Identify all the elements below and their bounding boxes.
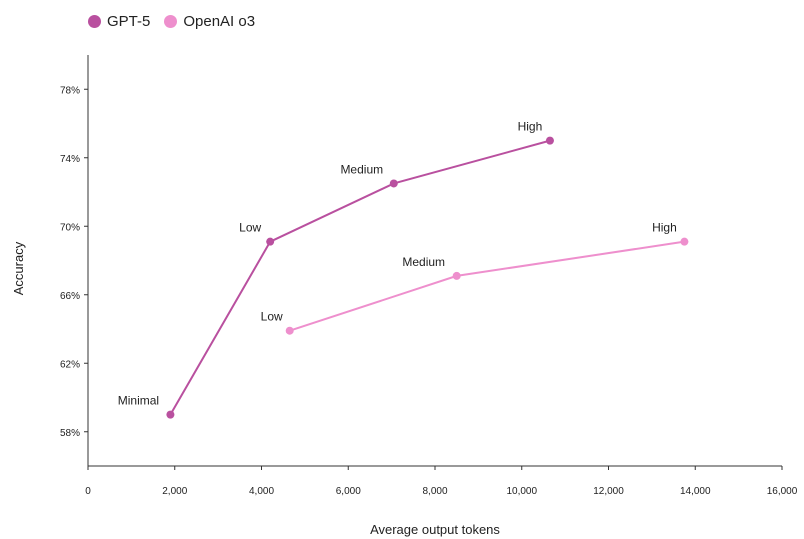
x-tick-label: 12,000 bbox=[593, 486, 624, 497]
data-point-o3 bbox=[680, 237, 689, 246]
data-label: High bbox=[518, 120, 543, 134]
data-point-gpt5 bbox=[545, 136, 554, 145]
data-point-gpt5 bbox=[166, 410, 175, 419]
data-label: Medium bbox=[340, 162, 383, 176]
data-label: Minimal bbox=[118, 394, 159, 408]
x-tick-label: 2,000 bbox=[162, 486, 187, 497]
legend-item-o3: OpenAI o3 bbox=[164, 13, 255, 30]
legend-label-gpt5: GPT-5 bbox=[107, 13, 151, 30]
data-point-gpt5 bbox=[389, 179, 398, 188]
data-label: High bbox=[652, 221, 677, 235]
x-tick-label: 16,000 bbox=[767, 486, 798, 497]
data-point-gpt5 bbox=[266, 237, 275, 246]
y-axis-title: Accuracy bbox=[11, 241, 26, 295]
data-point-o3 bbox=[452, 271, 461, 280]
data-label: Low bbox=[261, 310, 283, 324]
legend: GPT-5 OpenAI o3 bbox=[88, 13, 255, 30]
legend-item-gpt5: GPT-5 bbox=[88, 13, 150, 30]
y-tick-label: 58% bbox=[60, 428, 80, 439]
data-label: Low bbox=[239, 221, 261, 235]
legend-swatch-o3 bbox=[164, 15, 178, 28]
x-tick-label: 6,000 bbox=[336, 486, 361, 497]
x-axis-title: Average output tokens bbox=[370, 522, 500, 537]
data-point-o3 bbox=[285, 326, 294, 335]
x-tick-label: 4,000 bbox=[249, 486, 274, 497]
x-tick-label: 14,000 bbox=[680, 486, 711, 497]
data-label: Medium bbox=[402, 255, 445, 269]
y-tick-label: 66% bbox=[60, 291, 80, 302]
legend-swatch-gpt5 bbox=[88, 15, 101, 28]
legend-label-o3: OpenAI o3 bbox=[183, 13, 256, 30]
x-tick-label: 8,000 bbox=[422, 486, 447, 497]
series-line-gpt5 bbox=[169, 139, 551, 416]
x-tick-label: 10,000 bbox=[506, 486, 537, 497]
y-tick-label: 78% bbox=[60, 85, 80, 96]
y-tick-label: 74% bbox=[60, 154, 80, 165]
x-tick-label: 0 bbox=[85, 486, 91, 497]
y-tick-label: 70% bbox=[60, 222, 80, 233]
series-line-o3 bbox=[289, 240, 685, 332]
y-tick-label: 62% bbox=[60, 359, 80, 370]
